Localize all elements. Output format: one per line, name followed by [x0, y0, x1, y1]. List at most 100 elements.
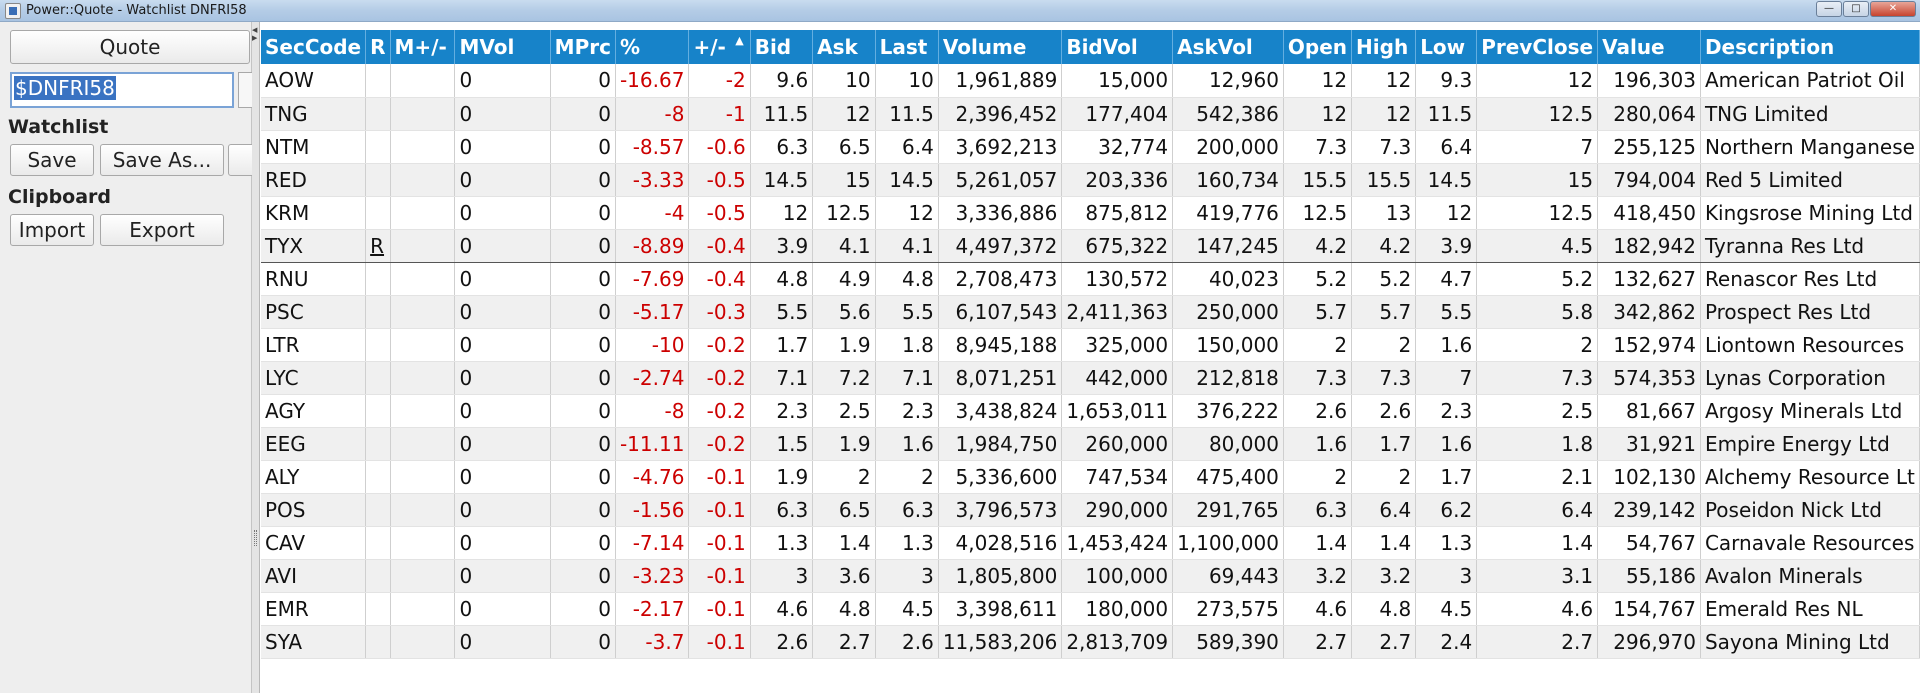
cell-high[interactable]: 7.3 [1351, 361, 1417, 395]
cell-bid[interactable]: 4.6 [750, 592, 814, 626]
cell-value[interactable]: 154,767 [1597, 592, 1701, 626]
cell-ask[interactable]: 1.9 [812, 427, 876, 461]
cell-volume[interactable]: 1,805,800 [938, 559, 1063, 593]
cell-ask[interactable]: 3.6 [812, 559, 876, 593]
cell-prevclose[interactable]: 7.3 [1476, 361, 1599, 395]
cell-r[interactable] [365, 361, 391, 395]
cell-askvol[interactable]: 542,386 [1172, 97, 1284, 131]
cell-prevclose[interactable]: 12 [1476, 64, 1599, 98]
cell-volume[interactable]: 3,336,886 [938, 196, 1063, 230]
cell-change[interactable]: -0.1 [688, 592, 751, 626]
cell-bid[interactable]: 6.3 [750, 130, 814, 164]
cell-r[interactable] [365, 130, 391, 164]
table-row[interactable]: AOW 0 0 -16.67 -2 9.6 10 10 1,961,889 15,000 12,96… [261, 64, 1920, 98]
cell-r[interactable] [365, 328, 391, 362]
cell-prevclose[interactable]: 5.2 [1476, 262, 1599, 296]
cell-last[interactable]: 12 [875, 196, 939, 230]
table-row[interactable]: RED 0 0 -3.33 -0.5 14.5 15 14.5 5,261,057 203,336… [261, 163, 1920, 197]
cell-percent[interactable]: -3.7 [615, 625, 690, 659]
cell-askvol[interactable]: 419,776 [1172, 196, 1284, 230]
cell-prevclose[interactable]: 2.5 [1476, 394, 1599, 428]
cell-percent[interactable]: -16.67 [615, 64, 690, 98]
cell-change[interactable]: -0.4 [688, 228, 751, 263]
cell-bidvol[interactable]: 875,812 [1061, 196, 1174, 230]
cell-bidvol[interactable]: 177,404 [1061, 97, 1174, 131]
cell-m-change[interactable] [390, 361, 456, 395]
cell-volume[interactable]: 6,107,543 [938, 295, 1063, 329]
cell-change[interactable]: -0.1 [688, 625, 751, 659]
cell-mprc[interactable]: 0 [550, 130, 616, 164]
cell-value[interactable]: 239,142 [1597, 493, 1701, 527]
cell-open[interactable]: 2.6 [1283, 394, 1353, 428]
cell-low[interactable]: 7 [1415, 361, 1478, 395]
cell-open[interactable]: 12 [1283, 64, 1353, 98]
cell-high[interactable]: 5.2 [1351, 262, 1417, 296]
cell-last[interactable]: 2 [875, 460, 939, 494]
cell-askvol[interactable]: 212,818 [1172, 361, 1284, 395]
cell-seccode[interactable]: RNU [261, 262, 367, 296]
cell-mprc[interactable]: 0 [550, 592, 616, 626]
cell-volume[interactable]: 2,708,473 [938, 262, 1063, 296]
cell-open[interactable]: 3.2 [1283, 559, 1353, 593]
cell-seccode[interactable]: EMR [261, 592, 367, 626]
cell-askvol[interactable]: 376,222 [1172, 394, 1284, 428]
cell-bidvol[interactable]: 675,322 [1061, 228, 1174, 263]
cell-description[interactable]: TNG Limited [1700, 97, 1920, 131]
cell-mprc[interactable]: 0 [550, 460, 616, 494]
cell-ask[interactable]: 2.7 [812, 625, 876, 659]
cell-volume[interactable]: 3,796,573 [938, 493, 1063, 527]
cell-percent[interactable]: -4 [615, 196, 690, 230]
cell-bid[interactable]: 7.1 [750, 361, 814, 395]
minimize-button[interactable]: — [1816, 1, 1842, 17]
column-header-seccode[interactable]: SecCode [261, 30, 367, 64]
cell-bidvol[interactable]: 260,000 [1061, 427, 1174, 461]
cell-low[interactable]: 12 [1415, 196, 1478, 230]
cell-seccode[interactable]: AOW [261, 64, 367, 98]
cell-prevclose[interactable]: 4.5 [1476, 228, 1599, 263]
cell-m-change[interactable] [390, 163, 456, 197]
cell-m-change[interactable] [390, 394, 456, 428]
cell-seccode[interactable]: AVI [261, 559, 367, 593]
cell-prevclose[interactable]: 4.6 [1476, 592, 1599, 626]
cell-bid[interactable]: 1.7 [750, 328, 814, 362]
cell-r[interactable] [365, 97, 391, 131]
table-row[interactable]: CAV 0 0 -7.14 -0.1 1.3 1.4 1.3 4,028,516 1,453,42… [261, 526, 1920, 560]
cell-high[interactable]: 6.4 [1351, 493, 1417, 527]
cell-volume[interactable]: 11,583,206 [938, 625, 1063, 659]
table-row[interactable]: POS 0 0 -1.56 -0.1 6.3 6.5 6.3 3,796,573 290,000 2… [261, 493, 1920, 527]
cell-high[interactable]: 7.3 [1351, 130, 1417, 164]
cell-m-change[interactable] [390, 64, 456, 98]
cell-seccode[interactable]: AGY [261, 394, 367, 428]
cell-ask[interactable]: 2.5 [812, 394, 876, 428]
cell-seccode[interactable]: POS [261, 493, 367, 527]
cell-bidvol[interactable]: 2,813,709 [1061, 625, 1174, 659]
cell-mvol[interactable]: 0 [454, 625, 551, 659]
cell-r[interactable] [365, 196, 391, 230]
cell-mprc[interactable]: 0 [550, 427, 616, 461]
cell-volume[interactable]: 4,028,516 [938, 526, 1063, 560]
cell-prevclose[interactable]: 5.8 [1476, 295, 1599, 329]
maximize-button[interactable]: □ [1843, 1, 1869, 17]
cell-mprc[interactable]: 0 [550, 625, 616, 659]
cell-value[interactable]: 31,921 [1597, 427, 1701, 461]
cell-mprc[interactable]: 0 [550, 493, 616, 527]
cell-ask[interactable]: 10 [812, 64, 876, 98]
cell-bid[interactable]: 1.3 [750, 526, 814, 560]
cell-bidvol[interactable]: 2,411,363 [1061, 295, 1174, 329]
cell-change[interactable]: -0.1 [688, 559, 751, 593]
cell-change[interactable]: -0.2 [688, 361, 751, 395]
cell-m-change[interactable] [390, 97, 456, 131]
cell-prevclose[interactable]: 3.1 [1476, 559, 1599, 593]
cell-mvol[interactable]: 0 [454, 394, 551, 428]
column-header-value[interactable]: Value [1597, 30, 1701, 64]
cell-seccode[interactable]: TYX [261, 228, 367, 263]
cell-bidvol[interactable]: 32,774 [1061, 130, 1174, 164]
cell-bidvol[interactable]: 1,453,424 [1061, 526, 1174, 560]
cell-percent[interactable]: -8.57 [615, 130, 690, 164]
cell-value[interactable]: 102,130 [1597, 460, 1701, 494]
column-header-bidvol[interactable]: BidVol [1061, 30, 1174, 64]
cell-mprc[interactable]: 0 [550, 196, 616, 230]
cell-open[interactable]: 2 [1283, 328, 1353, 362]
cell-last[interactable]: 6.3 [875, 493, 939, 527]
cell-description[interactable]: Avalon Minerals [1700, 559, 1920, 593]
